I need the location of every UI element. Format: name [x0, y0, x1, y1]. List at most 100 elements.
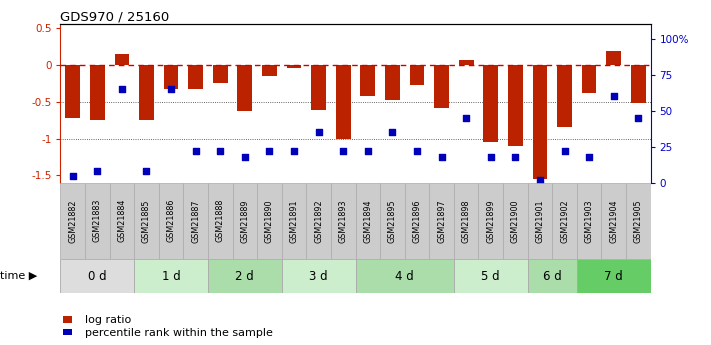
Bar	[380, 183, 405, 259]
Point	[190, 148, 201, 154]
Bar	[183, 183, 208, 259]
Bar	[213, 65, 228, 83]
Bar	[454, 183, 479, 259]
Text: GSM21886: GSM21886	[166, 199, 176, 243]
Text: GSM21895: GSM21895	[388, 199, 397, 243]
Point	[608, 93, 619, 99]
Bar	[405, 183, 429, 259]
Bar	[552, 183, 577, 259]
Bar	[336, 65, 351, 139]
Bar	[257, 183, 282, 259]
Bar	[139, 65, 154, 120]
Text: GSM21891: GSM21891	[289, 199, 299, 243]
Bar	[232, 183, 257, 259]
Bar	[331, 183, 356, 259]
Point	[411, 148, 422, 154]
Bar	[356, 183, 380, 259]
Text: GSM21892: GSM21892	[314, 199, 323, 243]
Bar	[508, 65, 523, 146]
Bar	[164, 65, 178, 89]
Point	[362, 148, 373, 154]
Bar	[134, 259, 208, 293]
Bar	[262, 65, 277, 76]
Bar	[65, 65, 80, 118]
Point	[92, 169, 103, 174]
Text: time ▶: time ▶	[0, 271, 37, 281]
Bar	[282, 259, 356, 293]
Text: GSM21894: GSM21894	[363, 199, 373, 243]
Text: GSM21899: GSM21899	[486, 199, 496, 243]
Text: GSM21884: GSM21884	[117, 199, 127, 243]
Text: GSM21898: GSM21898	[461, 199, 471, 243]
Bar	[114, 54, 129, 65]
Text: log ratio: log ratio	[85, 315, 132, 325]
Bar	[306, 183, 331, 259]
Point	[436, 154, 447, 160]
Point	[633, 115, 644, 121]
Bar	[454, 259, 528, 293]
Text: GSM21887: GSM21887	[191, 199, 201, 243]
Text: 3 d: 3 d	[309, 269, 328, 283]
Bar	[188, 65, 203, 89]
Text: GSM21893: GSM21893	[338, 199, 348, 243]
Point	[510, 154, 521, 160]
Point	[387, 130, 398, 135]
Text: 1 d: 1 d	[161, 269, 181, 283]
Point	[239, 154, 250, 160]
Text: GSM21883: GSM21883	[93, 199, 102, 243]
Bar	[237, 65, 252, 110]
Point	[559, 148, 570, 154]
Point	[485, 154, 496, 160]
Bar	[385, 65, 400, 100]
Bar	[479, 183, 503, 259]
Bar	[208, 259, 282, 293]
Text: GSM21905: GSM21905	[634, 199, 643, 243]
Bar	[503, 183, 528, 259]
Text: GSM21889: GSM21889	[240, 199, 250, 243]
Bar	[360, 65, 375, 96]
Bar	[429, 183, 454, 259]
Text: 5 d: 5 d	[481, 269, 500, 283]
Bar	[208, 183, 232, 259]
Point	[461, 115, 472, 121]
Bar	[528, 259, 577, 293]
Text: GDS970 / 25160: GDS970 / 25160	[60, 10, 170, 23]
Bar	[282, 183, 306, 259]
Text: GSM21903: GSM21903	[584, 199, 594, 243]
Text: 4 d: 4 d	[395, 269, 414, 283]
Point	[534, 177, 545, 183]
Bar	[90, 65, 105, 120]
Bar	[483, 65, 498, 142]
Bar	[577, 183, 602, 259]
Bar	[582, 65, 597, 93]
Bar	[311, 65, 326, 110]
Point	[67, 173, 78, 178]
Bar	[109, 183, 134, 259]
Bar	[606, 51, 621, 65]
Point	[289, 148, 300, 154]
Point	[264, 148, 275, 154]
Bar	[528, 183, 552, 259]
Point	[141, 169, 152, 174]
Text: percentile rank within the sample: percentile rank within the sample	[85, 328, 273, 337]
Text: GSM21897: GSM21897	[437, 199, 446, 243]
Bar	[410, 65, 424, 85]
Bar	[287, 65, 301, 68]
Bar	[85, 183, 109, 259]
Bar	[134, 183, 159, 259]
Bar	[557, 65, 572, 128]
Text: GSM21900: GSM21900	[510, 199, 520, 243]
Text: 6 d: 6 d	[542, 269, 562, 283]
Text: GSM21901: GSM21901	[535, 199, 545, 243]
Bar	[434, 65, 449, 108]
Point	[584, 154, 595, 160]
Point	[166, 86, 177, 92]
Point	[313, 130, 324, 135]
Text: GSM21888: GSM21888	[215, 199, 225, 243]
Bar	[602, 183, 626, 259]
Text: GSM21885: GSM21885	[142, 199, 151, 243]
Text: 7 d: 7 d	[604, 269, 623, 283]
Text: GSM21896: GSM21896	[412, 199, 422, 243]
Text: 0 d: 0 d	[88, 269, 107, 283]
Point	[116, 86, 127, 92]
